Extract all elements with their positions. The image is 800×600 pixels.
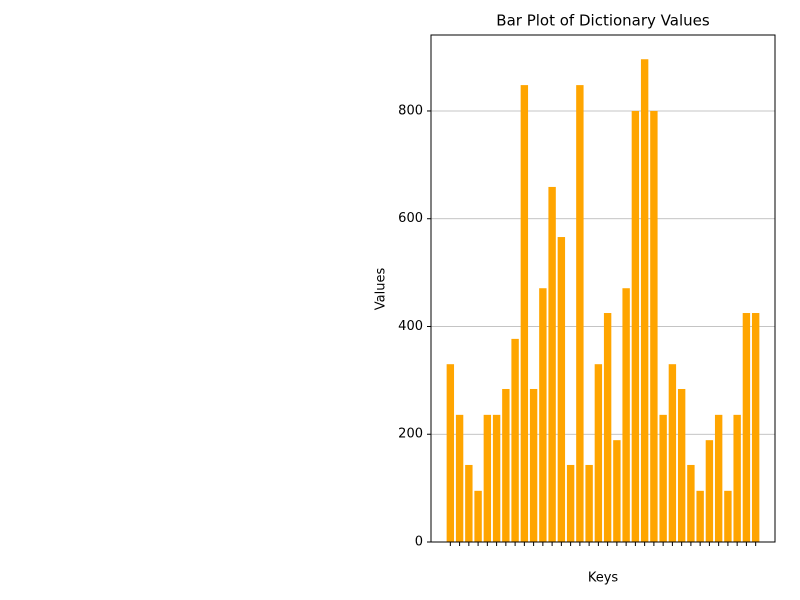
bar [668,364,677,542]
bar [548,186,556,543]
bar [622,288,630,542]
bar [492,414,501,542]
bar [631,110,640,543]
bar [585,464,593,542]
bars [446,59,760,543]
x-axis-label: Keys [588,571,619,586]
bar [566,464,575,542]
bar [696,490,704,542]
bar [742,313,751,542]
bar [650,110,658,543]
chart-title: Bar Plot of Dictionary Values [496,12,710,30]
bar [603,313,612,542]
y-tick-label: 600 [398,211,423,226]
bar [446,364,455,542]
bar [687,464,695,542]
bar [705,440,714,542]
bar [520,85,529,542]
bar [465,464,473,542]
y-tick-label: 400 [398,319,423,334]
bar [677,388,686,542]
bar [455,414,464,542]
bar [483,414,492,542]
bar [576,85,584,542]
bar [529,388,538,542]
bar [511,338,519,542]
bar [502,388,510,542]
bar [557,237,566,542]
bar [594,364,603,542]
bar [714,414,723,542]
bar [539,288,547,542]
bar [733,414,741,542]
y-tick-label: 800 [398,103,423,118]
bar [724,490,732,542]
bar [640,59,649,542]
y-axis-label: Values [374,268,389,311]
y-tick-label: 0 [415,535,423,550]
y-tick-label: 200 [398,427,423,442]
bar [474,490,482,542]
bar [659,414,667,542]
grid [431,110,775,543]
bar [613,440,621,542]
axes-frame [430,34,776,543]
bar [751,313,760,542]
